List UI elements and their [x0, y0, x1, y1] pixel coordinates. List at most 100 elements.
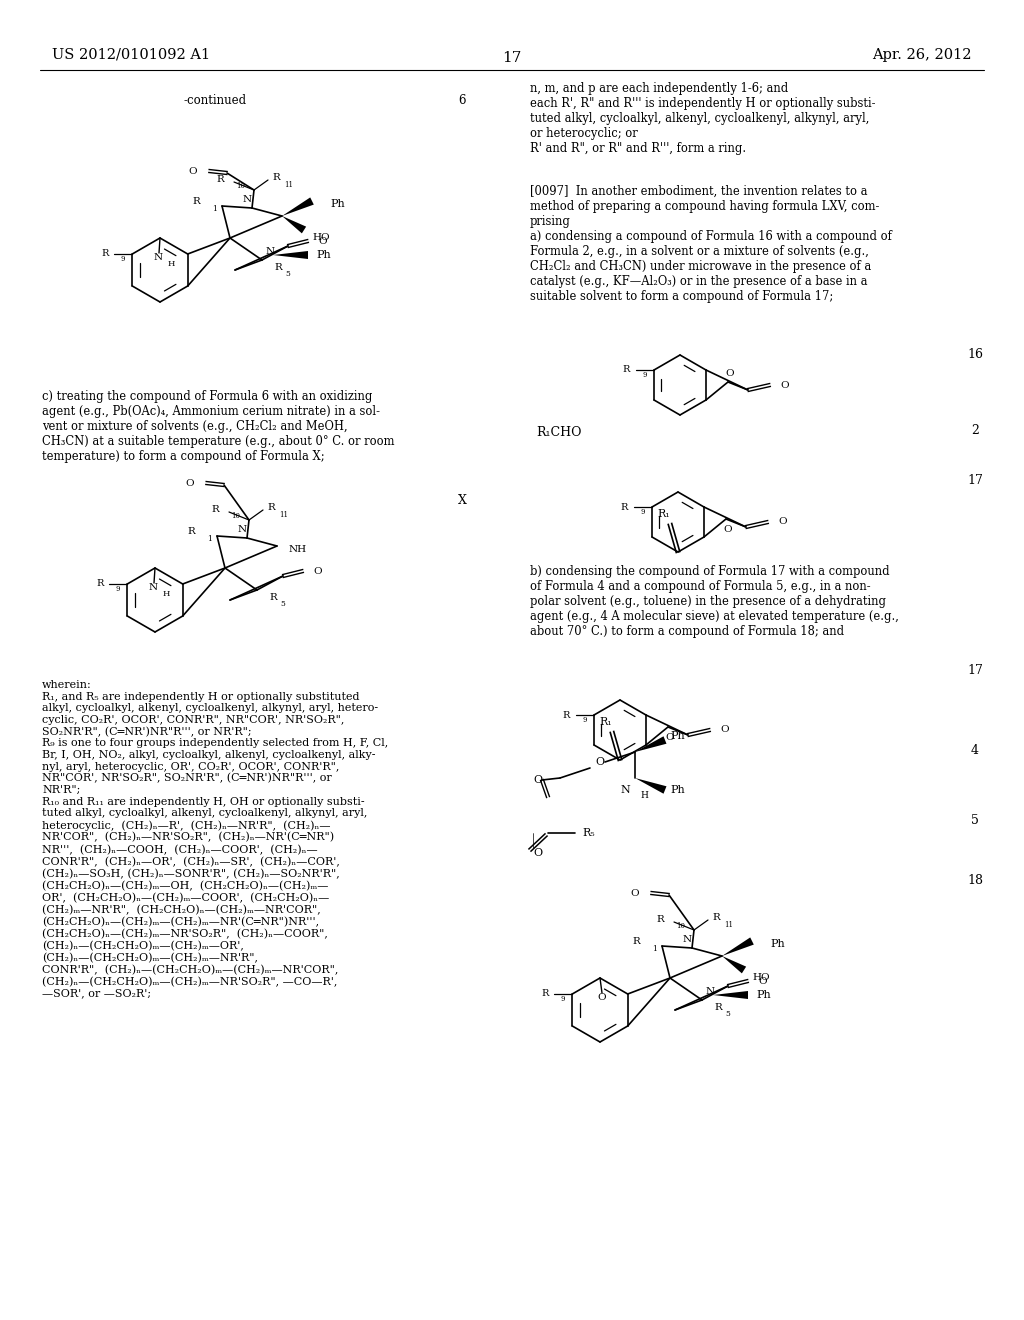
Text: N: N [238, 525, 247, 535]
Text: US 2012/0101092 A1: US 2012/0101092 A1 [52, 48, 210, 62]
Text: 9: 9 [640, 508, 644, 516]
Text: 5: 5 [725, 1010, 730, 1018]
Text: O: O [318, 236, 327, 246]
Text: 5: 5 [971, 813, 979, 826]
Text: -continued: -continued [183, 94, 247, 107]
Text: 1: 1 [652, 945, 656, 953]
Text: 9: 9 [116, 585, 120, 593]
Text: c) treating the compound of Formula 6 with an oxidizing
agent (e.g., Pb(OAc)₄, A: c) treating the compound of Formula 6 wi… [42, 389, 394, 463]
Text: O: O [598, 994, 606, 1002]
Text: Ph: Ph [770, 939, 784, 949]
Text: R: R [541, 990, 548, 998]
Text: O: O [780, 380, 788, 389]
Text: Ph: Ph [670, 785, 685, 795]
Text: n, m, and p are each independently 1-6; and
each R', R" and R''' is independentl: n, m, and p are each independently 1-6; … [530, 82, 876, 154]
Text: N: N [621, 785, 630, 795]
Polygon shape [722, 956, 746, 973]
Text: HO: HO [752, 974, 770, 982]
Text: 11: 11 [724, 921, 733, 929]
Text: Ph: Ph [670, 731, 685, 741]
Text: R: R [96, 579, 103, 589]
Text: R: R [267, 503, 274, 512]
Text: N: N [265, 247, 274, 256]
Text: O: O [724, 524, 732, 533]
Text: [0097]  In another embodiment, the invention relates to a
method of preparing a : [0097] In another embodiment, the invent… [530, 185, 892, 304]
Text: R: R [211, 506, 219, 515]
Text: R: R [187, 528, 195, 536]
Text: R: R [193, 198, 200, 206]
Polygon shape [722, 937, 754, 956]
Text: N: N [154, 253, 163, 263]
Text: R: R [714, 1003, 722, 1012]
Text: R: R [623, 366, 630, 375]
Text: N: N [243, 195, 252, 205]
Polygon shape [635, 777, 667, 793]
Text: HO: HO [312, 234, 330, 243]
Text: 9: 9 [642, 371, 646, 379]
Text: O: O [185, 479, 194, 487]
Text: 17: 17 [503, 51, 521, 65]
Text: H: H [168, 260, 175, 268]
Polygon shape [273, 251, 308, 259]
Text: 11: 11 [279, 511, 288, 519]
Text: R: R [712, 913, 720, 923]
Text: R: R [274, 264, 282, 272]
Polygon shape [282, 216, 306, 234]
Text: Apr. 26, 2012: Apr. 26, 2012 [872, 48, 972, 62]
Text: R: R [272, 173, 280, 182]
Text: 9: 9 [120, 255, 125, 263]
Text: b) condensing the compound of Formula 17 with a compound
of Formula 4 and a comp: b) condensing the compound of Formula 17… [530, 565, 899, 638]
Text: R: R [216, 176, 224, 185]
Text: R: R [101, 249, 109, 259]
Text: O: O [595, 756, 604, 767]
Text: O: O [726, 370, 734, 379]
Text: 5: 5 [280, 601, 285, 609]
Text: 18: 18 [967, 874, 983, 887]
Text: Ph: Ph [756, 990, 771, 1001]
Text: N: N [148, 583, 158, 593]
Text: wherein:
R₁, and R₅ are independently H or optionally substituted
alkyl, cycloal: wherein: R₁, and R₅ are independently H … [42, 680, 388, 998]
Text: O: O [188, 166, 197, 176]
Text: 1: 1 [212, 205, 217, 213]
Text: 10: 10 [236, 182, 245, 190]
Text: O: O [313, 566, 322, 576]
Polygon shape [282, 198, 313, 216]
Text: 11: 11 [284, 181, 293, 189]
Text: N: N [682, 936, 691, 945]
Text: 9: 9 [582, 715, 587, 723]
Text: X: X [458, 494, 467, 507]
Text: H: H [640, 792, 648, 800]
Text: O: O [758, 977, 767, 986]
Text: O: O [534, 847, 542, 858]
Polygon shape [635, 737, 667, 752]
Text: 16: 16 [967, 348, 983, 362]
Text: R: R [562, 710, 570, 719]
Text: Ph: Ph [330, 199, 345, 209]
Text: 17: 17 [967, 664, 983, 676]
Text: 5: 5 [285, 271, 290, 279]
Text: O: O [666, 733, 674, 742]
Text: O: O [631, 888, 639, 898]
Text: H: H [163, 590, 170, 598]
Text: 10: 10 [676, 921, 685, 931]
Text: 17: 17 [967, 474, 983, 487]
Text: 10: 10 [231, 512, 240, 520]
Text: R₁: R₁ [657, 510, 671, 519]
Text: O: O [534, 775, 542, 785]
Polygon shape [713, 991, 748, 999]
Text: O: O [778, 517, 786, 527]
Text: 2: 2 [971, 424, 979, 437]
Text: R: R [269, 594, 276, 602]
Text: Ph: Ph [316, 249, 331, 260]
Text: NH: NH [289, 545, 307, 554]
Text: R₁: R₁ [600, 717, 612, 727]
Text: R₅: R₅ [582, 828, 595, 838]
Text: R: R [632, 937, 640, 946]
Text: O: O [720, 726, 729, 734]
Text: 4: 4 [971, 743, 979, 756]
Text: R: R [656, 916, 664, 924]
Text: N: N [706, 986, 715, 995]
Text: 9: 9 [560, 995, 565, 1003]
Text: R₁CHO: R₁CHO [536, 425, 582, 438]
Text: 1: 1 [207, 535, 212, 543]
